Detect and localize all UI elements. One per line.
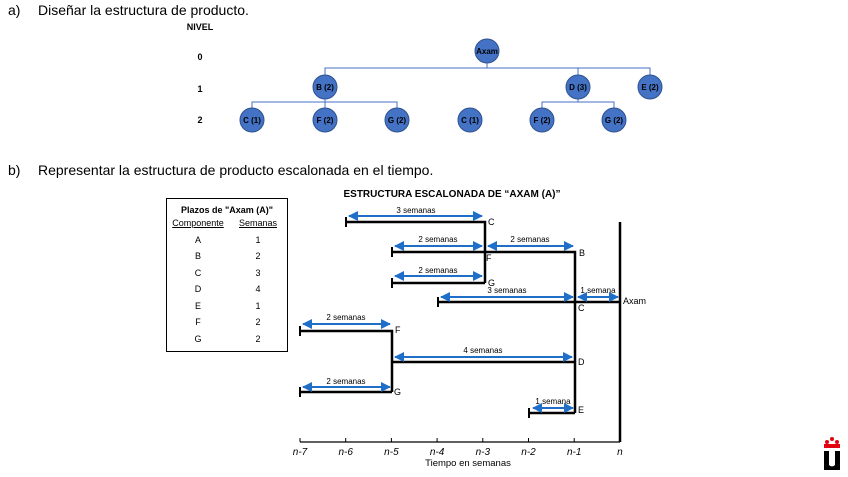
weeks-cell: 2	[255, 251, 261, 262]
component-cell: C	[194, 267, 202, 278]
table-header: Componente Semanas	[167, 215, 287, 232]
level-2: 2	[197, 115, 202, 125]
duration-g: 2 semanas	[326, 377, 365, 386]
svg-text:Axam: Axam	[476, 47, 498, 56]
duration-f: 2 semanas	[326, 313, 365, 322]
label-d: D	[578, 357, 585, 367]
tick-label: n-4	[430, 447, 445, 458]
weeks-cell: 2	[255, 333, 261, 344]
section-b-letter: b)	[8, 162, 21, 178]
header-semanas: Semanas	[238, 218, 278, 229]
timeline-title: ESTRUCTURA ESCALONADA DE “AXAM (A)”	[343, 189, 560, 200]
svg-text:D (3): D (3)	[569, 83, 587, 92]
svg-text:G (2): G (2)	[605, 116, 624, 125]
timeline-chart: ESTRUCTURA ESCALONADA DE “AXAM (A)” 3 se…	[293, 189, 646, 469]
weeks-cell: 2	[255, 317, 261, 328]
level-header: NIVEL	[187, 22, 214, 32]
duration-e: 1 semana	[535, 397, 571, 406]
node-f: F (2)	[529, 107, 555, 133]
label-b: B	[579, 248, 585, 258]
duration-c: 3 semanas	[487, 286, 526, 295]
node-f: F (2)	[312, 107, 338, 133]
component-cell: A	[194, 234, 201, 245]
section-a-title: Diseñar la estructura de producto.	[38, 2, 249, 18]
university-logo	[824, 437, 840, 470]
svg-text:F (2): F (2)	[534, 116, 551, 125]
duration-f: 2 semanas	[418, 235, 457, 244]
label-c: C	[578, 303, 585, 313]
node-c: C (1)	[457, 107, 483, 133]
weeks-cell: 3	[255, 267, 261, 278]
label-g: G	[394, 387, 401, 397]
duration-b: 2 semanas	[510, 235, 549, 244]
label-f: F	[486, 253, 492, 263]
node-d: D (3)	[565, 74, 591, 100]
weeks-cell: 4	[255, 284, 261, 295]
component-cell: G	[194, 333, 202, 344]
component-cell: D	[194, 284, 202, 295]
svg-text:C (1): C (1)	[461, 116, 479, 125]
section-b-title: Representar la estructura de producto es…	[38, 162, 434, 178]
tick-label: n	[617, 447, 623, 458]
table-title: Plazos de "Axam (A)"	[180, 205, 274, 215]
x-axis-label: Tiempo en semanas	[425, 458, 511, 469]
tick-label: n-7	[293, 447, 308, 458]
duration-d: 4 semanas	[463, 346, 502, 355]
node-e: E (2)	[637, 74, 663, 100]
svg-text:C (1): C (1)	[243, 116, 261, 125]
node-c: C (1)	[239, 107, 265, 133]
weeks-cell: 1	[255, 234, 261, 245]
component-cell: B	[194, 251, 201, 262]
section-a-letter: a)	[8, 2, 21, 18]
label-f: F	[395, 325, 401, 335]
label-g: G	[488, 278, 495, 288]
tick-label: n-3	[476, 447, 491, 458]
label-c: C	[488, 217, 495, 227]
tick-label: n-1	[567, 447, 581, 458]
component-cell: E	[194, 300, 201, 311]
tick-label: n-5	[384, 447, 399, 458]
x-ticks: n-7 n-6 n-5 n-4 n-3 n-2 n-1 n	[293, 438, 623, 458]
header-componente: Componente	[172, 218, 224, 229]
lead-time-table: Plazos de "Axam (A)" Componente Semanas …	[166, 198, 288, 352]
tick-label: n-6	[338, 447, 353, 458]
node-b: B (2)	[312, 74, 338, 100]
duration-c: 3 semanas	[396, 206, 435, 215]
label-axam: Axam	[623, 296, 646, 306]
tick-label: n-2	[521, 447, 536, 458]
svg-text:G (2): G (2)	[388, 116, 407, 125]
node-g: G (2)	[384, 107, 410, 133]
component-cell: F	[195, 317, 201, 328]
duration-arrows	[302, 211, 619, 413]
timeline-bars	[299, 217, 622, 442]
duration-axam: 1 semana	[580, 286, 616, 295]
node-g: G (2)	[601, 107, 627, 133]
svg-text:E (2): E (2)	[641, 83, 659, 92]
svg-text:B (2): B (2)	[316, 83, 334, 92]
duration-g: 2 semanas	[418, 266, 457, 275]
label-e: E	[578, 405, 584, 415]
product-tree: NIVEL 0 1 2 Axam B (2) D (3) E (2) C (1)…	[187, 22, 663, 133]
weeks-cell: 1	[255, 300, 261, 311]
level-0: 0	[197, 52, 202, 62]
level-1: 1	[197, 84, 202, 94]
svg-text:F (2): F (2)	[317, 116, 334, 125]
node-axam: Axam	[474, 38, 500, 64]
